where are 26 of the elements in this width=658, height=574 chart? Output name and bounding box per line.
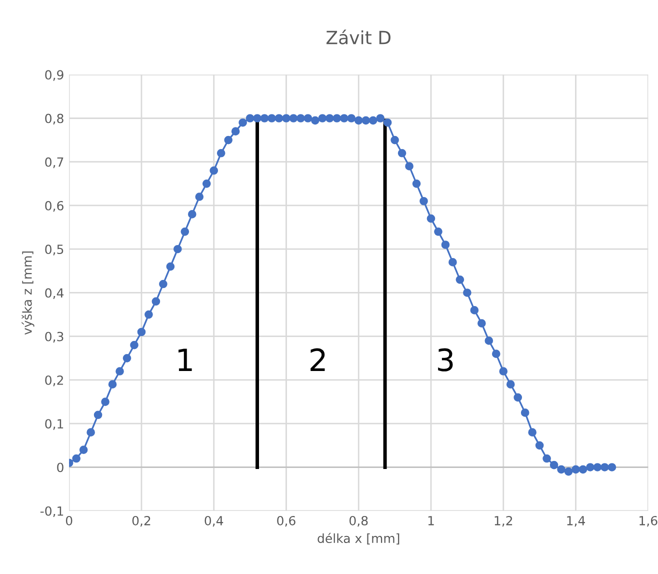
y-tick-label: 0,3	[45, 332, 64, 343]
annotation: 1	[178, 348, 192, 371]
chart-title: Závit D	[326, 30, 390, 44]
x-tick-label: 0,2	[132, 516, 150, 527]
y-tick-label: 0,9	[45, 70, 64, 81]
x-tick-label: 0,8	[349, 516, 368, 527]
y-tick-label: 0	[57, 462, 64, 472]
y-tick-label: 0,4	[45, 288, 64, 299]
y-tick-label: 0,1	[45, 419, 64, 430]
annotation: 3	[438, 348, 453, 372]
x-tick-label: 0	[66, 516, 72, 526]
y-tick-label: -0,1	[40, 506, 64, 518]
y-tick-label: 0,5	[45, 244, 64, 256]
x-tick-label: 0,4	[204, 516, 224, 527]
x-tick-label: 1,4	[567, 516, 585, 527]
y-tick-label: 0,8	[45, 114, 64, 124]
x-axis-title: délka x [mm]	[318, 532, 400, 545]
y-axis-title: výška z [mm]	[22, 252, 34, 335]
x-tick-label: 1,6	[640, 516, 658, 527]
y-tick-label: 0,7	[45, 157, 64, 168]
y-tick-label: 0,6	[45, 200, 64, 212]
y-tick-label: 0,2	[45, 375, 63, 386]
x-tick-label: 1	[428, 516, 434, 526]
x-tick-label: 0,6	[277, 516, 296, 527]
annotation: 2	[310, 348, 325, 371]
x-tick-label: 1,2	[494, 516, 512, 527]
